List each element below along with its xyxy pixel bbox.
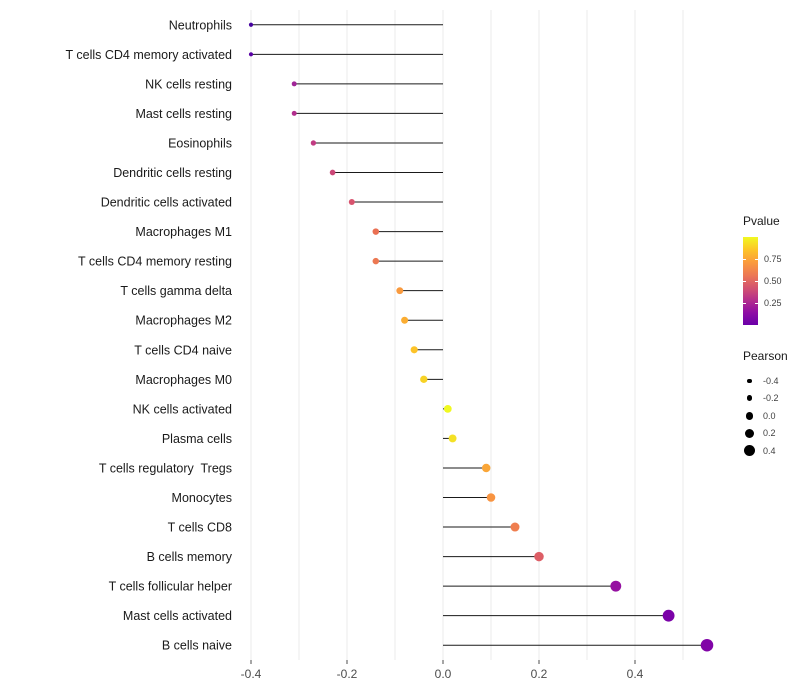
category-label: Macrophages M0 <box>135 373 232 387</box>
dot <box>291 81 297 87</box>
dot <box>534 551 544 562</box>
pearson-size-legend: -0.4 -0.2 0.0 0.2 0.4 <box>743 372 800 460</box>
pvalue-tick-mark <box>743 281 746 282</box>
dot <box>329 169 336 176</box>
category-label: Monocytes <box>172 491 232 505</box>
pvalue-legend-title: Pvalue <box>743 214 780 228</box>
pearson-size-dot <box>745 411 754 420</box>
pearson-size-item: -0.2 <box>743 390 800 408</box>
x-tick-label: -0.4 <box>241 667 262 681</box>
category-label: T cells gamma delta <box>120 284 232 298</box>
dot <box>310 140 317 146</box>
pvalue-tick-mark <box>755 303 758 304</box>
pvalue-tick-mark <box>743 303 746 304</box>
category-label: Macrophages M1 <box>135 225 232 239</box>
pearson-size-label: 0.0 <box>763 410 776 421</box>
x-tick-label: -0.2 <box>337 667 358 681</box>
category-label: NK cells activated <box>133 402 232 416</box>
pvalue-colorbar-ticks: 0.75 0.50 0.25 <box>743 237 800 325</box>
dot <box>396 287 404 295</box>
pvalue-tick-label: 0.25 <box>764 298 782 308</box>
dot <box>248 22 254 27</box>
dot <box>510 522 520 532</box>
dot <box>348 199 355 206</box>
category-label: B cells naive <box>162 639 232 653</box>
x-tick-label: 0.0 <box>435 667 452 681</box>
dot <box>401 316 409 324</box>
pearson-size-dot <box>746 395 753 402</box>
pvalue-tick-mark <box>743 259 746 260</box>
category-label: Mast cells resting <box>135 107 232 121</box>
pvalue-tick-label: 0.75 <box>764 254 782 264</box>
dot <box>372 228 380 235</box>
category-label: Plasma cells <box>162 432 232 446</box>
pearson-size-label: -0.2 <box>763 393 779 404</box>
pearson-size-item: -0.4 <box>743 372 800 390</box>
legend: Pvalue 0.75 0.50 0.25 Pearson -0.4 -0.2 0.0 0… <box>743 214 800 460</box>
x-tick-label: 0.4 <box>627 667 644 681</box>
category-label: NK cells resting <box>145 77 232 91</box>
category-label: Dendritic cells resting <box>113 166 232 180</box>
dot <box>610 580 622 592</box>
dot <box>410 346 418 354</box>
category-label: T cells CD8 <box>168 521 232 535</box>
category-label: T cells CD4 memory resting <box>78 255 232 269</box>
pearson-size-label: 0.4 <box>763 445 776 456</box>
pvalue-gradient-bar <box>743 237 758 325</box>
pvalue-colorbar: 0.75 0.50 0.25 <box>743 237 800 325</box>
category-label: Neutrophils <box>169 18 232 32</box>
pearson-size-item: 0.4 <box>743 442 800 460</box>
dot <box>248 52 254 57</box>
pvalue-tick-label: 0.50 <box>764 276 782 286</box>
category-label: T cells regulatory Tregs <box>99 461 232 475</box>
pearson-size-dot <box>747 378 752 383</box>
dot <box>291 110 297 116</box>
pearson-size-item: 0.0 <box>743 407 800 425</box>
pearson-size-label: -0.4 <box>763 375 779 386</box>
category-label: Dendritic cells activated <box>101 196 232 210</box>
dot <box>662 609 675 622</box>
pearson-size-item: 0.2 <box>743 425 800 443</box>
x-tick-label: 0.2 <box>531 667 548 681</box>
category-label: T cells follicular helper <box>109 580 232 594</box>
category-label: B cells memory <box>147 550 233 564</box>
category-label: T cells CD4 naive <box>134 343 232 357</box>
dot <box>700 638 714 652</box>
dot <box>372 257 380 265</box>
pearson-size-dot <box>744 428 755 438</box>
category-label: Mast cells activated <box>123 609 232 623</box>
dot <box>443 404 452 413</box>
dot <box>448 434 457 443</box>
pearson-legend-title: Pearson <box>743 349 788 363</box>
category-label: T cells CD4 memory activated <box>66 48 233 62</box>
category-label: Macrophages M2 <box>135 314 232 328</box>
pvalue-tick-mark <box>755 281 758 282</box>
pearson-size-dot <box>743 445 756 457</box>
pearson-size-label: 0.2 <box>763 428 776 439</box>
dot <box>486 493 496 502</box>
dot <box>481 463 491 473</box>
dot <box>420 375 428 383</box>
category-label: Eosinophils <box>168 136 232 150</box>
pvalue-tick-mark <box>755 259 758 260</box>
